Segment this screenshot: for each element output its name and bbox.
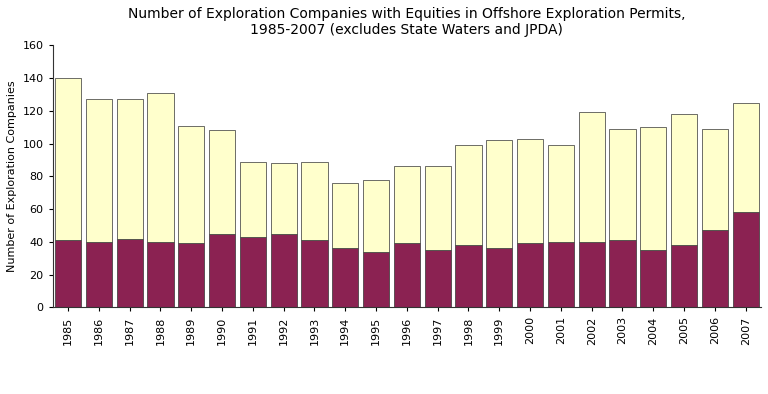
Y-axis label: Number of Exploration Companies: Number of Exploration Companies: [7, 80, 17, 272]
Bar: [578, 112, 604, 242]
Bar: [270, 163, 296, 234]
Bar: [147, 242, 174, 307]
Bar: [301, 162, 327, 240]
Bar: [209, 130, 235, 234]
Bar: [178, 126, 204, 243]
Bar: [548, 242, 574, 307]
Bar: [117, 99, 143, 238]
Bar: [240, 162, 266, 237]
Bar: [394, 243, 420, 307]
Bar: [548, 145, 574, 242]
Bar: [86, 242, 112, 307]
Bar: [517, 139, 543, 243]
Bar: [147, 93, 174, 242]
Bar: [486, 248, 512, 307]
Bar: [733, 212, 759, 307]
Bar: [733, 102, 759, 212]
Bar: [641, 127, 667, 250]
Bar: [455, 245, 482, 307]
Bar: [425, 166, 451, 250]
Bar: [209, 234, 235, 307]
Bar: [55, 78, 81, 240]
Bar: [425, 250, 451, 307]
Bar: [702, 129, 728, 230]
Title: Number of Exploration Companies with Equities in Offshore Exploration Permits,
1: Number of Exploration Companies with Equ…: [128, 7, 686, 37]
Bar: [517, 243, 543, 307]
Bar: [363, 252, 389, 307]
Bar: [641, 250, 667, 307]
Bar: [578, 242, 604, 307]
Bar: [609, 129, 636, 240]
Bar: [363, 180, 389, 252]
Bar: [301, 240, 327, 307]
Bar: [333, 183, 359, 248]
Bar: [455, 145, 482, 245]
Bar: [609, 240, 636, 307]
Bar: [117, 238, 143, 307]
Bar: [333, 248, 359, 307]
Bar: [486, 140, 512, 248]
Bar: [702, 230, 728, 307]
Bar: [671, 114, 697, 245]
Bar: [86, 99, 112, 242]
Bar: [671, 245, 697, 307]
Bar: [55, 240, 81, 307]
Bar: [240, 237, 266, 307]
Bar: [394, 166, 420, 243]
Bar: [178, 243, 204, 307]
Bar: [270, 234, 296, 307]
